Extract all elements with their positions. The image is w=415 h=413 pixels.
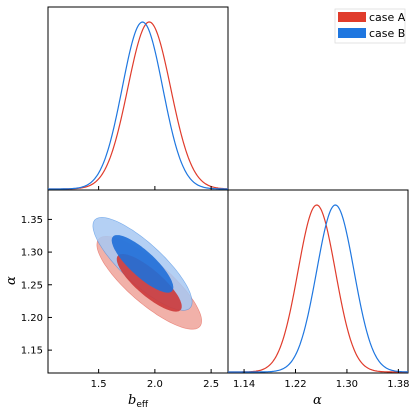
alpha-x-tick-label: 1.14 — [233, 379, 255, 390]
alpha-y-tick-label: 1.30 — [21, 248, 43, 259]
beff-x-tick-label: 2.0 — [147, 379, 163, 390]
alpha-y-tick-label: 1.35 — [21, 215, 43, 226]
xlabel-beff: beff — [128, 393, 149, 410]
alpha-x-tick-label: 1.22 — [284, 379, 306, 390]
alpha-x-tick-label: 1.30 — [336, 379, 358, 390]
legend-swatch-case-b — [338, 28, 366, 38]
panel-beff-marginal — [47, 6, 229, 191]
alpha-x-tick-label: 1.38 — [387, 379, 409, 390]
contour-inner-case-b — [111, 235, 174, 293]
legend-swatch-case-a — [338, 12, 366, 22]
beff-marginal-line-case-b — [48, 21, 228, 190]
alpha-y-tick-label: 1.20 — [21, 313, 43, 324]
alpha-marginal-line-case-b — [228, 204, 408, 373]
alpha-marginal-line-case-a — [228, 204, 408, 373]
legend-label-case-b: case B — [369, 27, 405, 40]
beff-x-tick-label: 1.5 — [91, 379, 107, 390]
alpha-y-tick-label: 1.15 — [21, 346, 43, 357]
legend-label-case-a: case A — [369, 11, 406, 24]
xlabel-alpha: α — [313, 393, 322, 408]
beff-marginal-line-case-a — [48, 21, 228, 190]
panel-alpha-marginal — [227, 189, 409, 374]
panel-joint — [47, 189, 229, 374]
ylabel-alpha: α — [4, 276, 19, 285]
beff-x-tick-label: 2.5 — [203, 379, 219, 390]
legend: case A case B — [334, 8, 406, 44]
alpha-y-tick-label: 1.25 — [21, 280, 43, 291]
